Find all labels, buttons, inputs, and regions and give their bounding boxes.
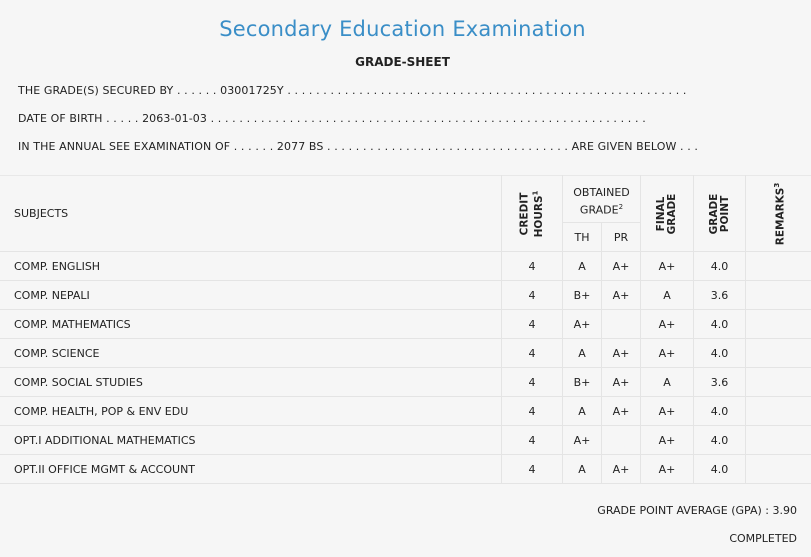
table-row: OPT.I ADDITIONAL MATHEMATICS 4 A+ A+ 4.0	[0, 425, 811, 455]
subject-cell: COMP. SOCIAL STUDIES	[0, 367, 502, 397]
credit-label-line2: HOURS	[532, 194, 545, 237]
table-row: COMP. SCIENCE 4 A A+ A+ 4.0	[0, 338, 811, 368]
th-grade-cell: A+	[562, 425, 602, 455]
grade-point-cell: 3.6	[693, 280, 746, 310]
credit-cell: 4	[501, 280, 563, 310]
remarks-cell	[745, 309, 811, 339]
col-header-pr: PR	[601, 222, 641, 252]
table-row: COMP. HEALTH, POP & ENV EDU 4 A A+ A+ 4.…	[0, 396, 811, 426]
grades-table: SUBJECTS CREDIT HOURS1 OBTAINED GRADE2 F…	[0, 175, 811, 484]
table-row: COMP. SOCIAL STUDIES 4 B+ A+ A 3.6	[0, 367, 811, 397]
obtained-label-line2: GRADE	[579, 204, 619, 217]
subject-cell: COMP. SCIENCE	[0, 338, 502, 368]
pr-grade-cell: A+	[601, 454, 641, 484]
grade-point-cell: 4.0	[693, 338, 746, 368]
subject-cell: COMP. HEALTH, POP & ENV EDU	[0, 396, 502, 426]
page-title: Secondary Education Examination	[219, 17, 586, 41]
col-header-final-grade: FINAL GRADE	[640, 175, 694, 252]
col-header-obtained-grade: OBTAINED GRADE2	[562, 175, 641, 223]
remarks-label: REMARKS	[773, 187, 786, 245]
final-grade-cell: A	[640, 280, 694, 310]
grade-point-cell: 4.0	[693, 251, 746, 281]
info-grades-secured-by: THE GRADE(S) SECURED BY . . . . . . 0300…	[18, 84, 687, 97]
gpa-summary: GRADE POINT AVERAGE (GPA) : 3.90	[597, 504, 797, 517]
th-grade-cell: A+	[562, 309, 602, 339]
col-header-grade-point: GRADE POINT	[693, 175, 746, 252]
final-grade-cell: A+	[640, 425, 694, 455]
col-header-subjects: SUBJECTS	[0, 175, 502, 252]
header-row: SUBJECTS CREDIT HOURS1 OBTAINED GRADE2 F…	[0, 175, 811, 252]
col-header-remarks: REMARKS3	[745, 175, 811, 252]
table-row: COMP. MATHEMATICS 4 A+ A+ 4.0	[0, 309, 811, 339]
sub-header-row: TH PR	[0, 222, 811, 252]
th-grade-cell: A	[562, 454, 602, 484]
info-examination: IN THE ANNUAL SEE EXAMINATION OF . . . .…	[18, 140, 699, 153]
credit-footnote: 1	[531, 190, 540, 195]
subject-cell: COMP. NEPALI	[0, 280, 502, 310]
grade-point-cell: 4.0	[693, 309, 746, 339]
pr-grade-cell: A+	[601, 280, 641, 310]
remarks-cell	[745, 338, 811, 368]
credit-cell: 4	[501, 309, 563, 339]
table-row: COMP. ENGLISH 4 A A+ A+ 4.0	[0, 251, 811, 281]
info-date-of-birth: DATE OF BIRTH . . . . . 2063-01-03 . . .…	[18, 112, 646, 125]
th-grade-cell: A	[562, 396, 602, 426]
page-subtitle: GRADE-SHEET	[355, 55, 450, 69]
credit-cell: 4	[501, 396, 563, 426]
th-grade-cell: B+	[562, 280, 602, 310]
credit-cell: 4	[501, 367, 563, 397]
remarks-cell	[745, 280, 811, 310]
pr-grade-cell	[601, 425, 641, 455]
remarks-cell	[745, 425, 811, 455]
result-status: COMPLETED	[729, 532, 797, 545]
gp-label-line1: GRADE	[707, 193, 720, 234]
subject-cell: OPT.I ADDITIONAL MATHEMATICS	[0, 425, 502, 455]
col-header-credit-hours: CREDIT HOURS1	[501, 175, 563, 252]
final-grade-cell: A+	[640, 251, 694, 281]
pr-grade-cell: A+	[601, 367, 641, 397]
credit-cell: 4	[501, 454, 563, 484]
final-grade-cell: A	[640, 367, 694, 397]
final-grade-cell: A+	[640, 454, 694, 484]
credit-label-line1: CREDIT	[518, 192, 531, 235]
table-row: COMP. NEPALI 4 B+ A+ A 3.6	[0, 280, 811, 310]
col-header-subjects-label: SUBJECTS	[14, 207, 69, 220]
final-grade-cell: A+	[640, 338, 694, 368]
remarks-cell	[745, 454, 811, 484]
th-grade-cell: A	[562, 251, 602, 281]
credit-cell: 4	[501, 338, 563, 368]
grade-point-cell: 4.0	[693, 454, 746, 484]
pr-grade-cell: A+	[601, 338, 641, 368]
remarks-footnote: 3	[772, 182, 781, 188]
th-grade-cell: B+	[562, 367, 602, 397]
grade-point-cell: 3.6	[693, 367, 746, 397]
obtained-label-line1: OBTAINED	[573, 186, 630, 200]
remarks-cell	[745, 367, 811, 397]
col-header-th: TH	[562, 222, 602, 252]
pr-grade-cell	[601, 309, 641, 339]
subject-cell: COMP. MATHEMATICS	[0, 309, 502, 339]
remarks-cell	[745, 251, 811, 281]
obtained-footnote: 2	[618, 203, 624, 212]
gp-label-line2: POINT	[718, 195, 731, 232]
final-grade-cell: A+	[640, 309, 694, 339]
table-row: OPT.II OFFICE MGMT & ACCOUNT 4 A A+ A+ 4…	[0, 454, 811, 484]
credit-cell: 4	[501, 425, 563, 455]
th-grade-cell: A	[562, 338, 602, 368]
pr-grade-cell: A+	[601, 251, 641, 281]
grade-point-cell: 4.0	[693, 396, 746, 426]
pr-grade-cell: A+	[601, 396, 641, 426]
subject-cell: COMP. ENGLISH	[0, 251, 502, 281]
final-grade-cell: A+	[640, 396, 694, 426]
credit-cell: 4	[501, 251, 563, 281]
subject-cell: OPT.II OFFICE MGMT & ACCOUNT	[0, 454, 502, 484]
final-label-line2: GRADE	[666, 193, 678, 234]
remarks-cell	[745, 396, 811, 426]
grade-point-cell: 4.0	[693, 425, 746, 455]
